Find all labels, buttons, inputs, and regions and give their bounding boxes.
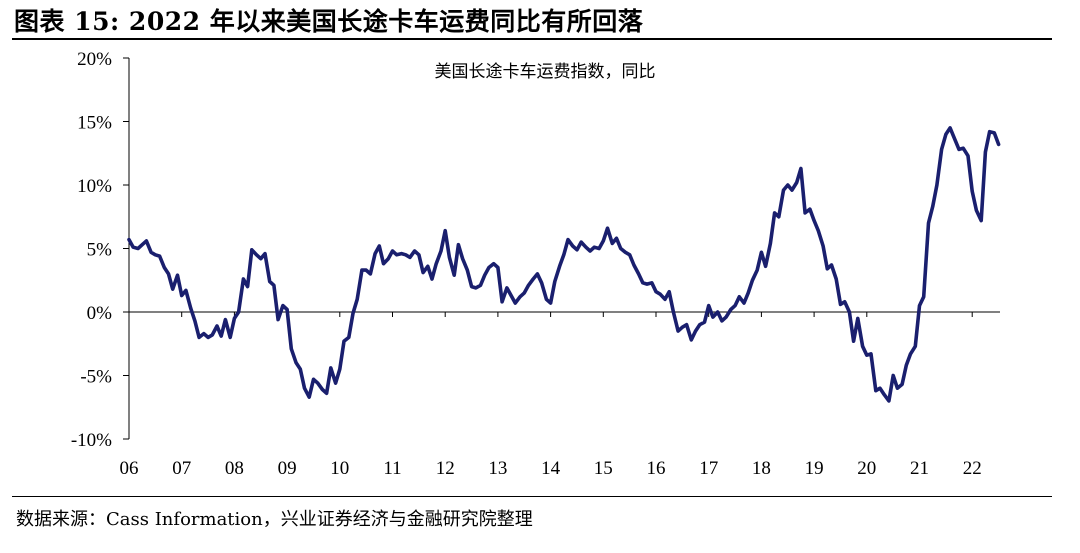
- x-tick-label: 14: [541, 458, 561, 479]
- y-tick-label: 0%: [87, 303, 113, 324]
- x-tick-label: 16: [647, 458, 666, 479]
- chart-title: 美国长途卡车运费指数，同比: [435, 62, 656, 82]
- x-tick-label: 09: [278, 458, 297, 479]
- x-tick-label: 15: [594, 458, 613, 479]
- x-tick-label: 12: [436, 458, 455, 479]
- y-tick-label: 5%: [87, 240, 113, 261]
- x-tick-label: 22: [963, 458, 982, 479]
- x-tick-label: 07: [172, 458, 191, 479]
- x-tick-label: 13: [488, 458, 507, 479]
- y-tick-label: -10%: [71, 430, 112, 451]
- y-tick-label: 15%: [77, 113, 112, 134]
- figure-title: 图表 15: 2022 年以来美国长途卡车运费同比有所回落: [14, 7, 644, 36]
- x-tick-label: 20: [857, 458, 876, 479]
- series-line: [127, 126, 1001, 403]
- y-tick-label: 10%: [77, 176, 112, 197]
- top-rule: [12, 38, 1052, 40]
- y-tick-label: 20%: [77, 49, 112, 70]
- x-tick-label: 11: [383, 458, 401, 479]
- x-tick-label: 17: [699, 458, 718, 479]
- chart-series-layer: [127, 126, 1001, 403]
- source-note: 数据来源：Cass Information，兴业证券经济与金融研究院整理: [16, 509, 533, 530]
- x-tick-label: 10: [330, 458, 349, 479]
- x-tick-label: 21: [910, 458, 929, 479]
- x-tick-label: 18: [752, 458, 771, 479]
- x-tick-label: 19: [805, 458, 824, 479]
- x-tick-label: 08: [225, 458, 244, 479]
- chart-axes: -10% -5% 0% 5% 10% 15% 20% 06 07 08 09 10 11 12 13 14 15…: [71, 49, 1000, 479]
- bottom-rule: [12, 496, 1052, 497]
- x-tick-label: 06: [120, 458, 139, 479]
- y-tick-label: -5%: [80, 367, 112, 388]
